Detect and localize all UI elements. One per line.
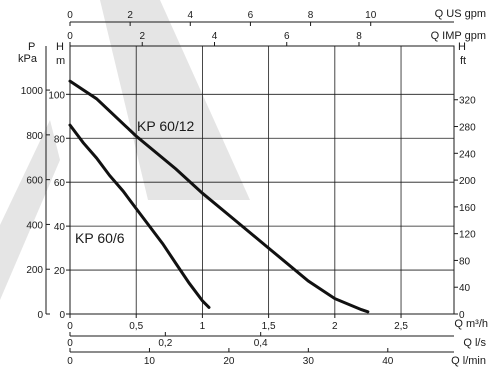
head-m-tick-label-4: 80 bbox=[54, 134, 66, 145]
us-gpm-tick-label-4: 8 bbox=[308, 10, 314, 21]
head-m-symbol: H bbox=[56, 41, 64, 53]
head-m-tick-label-2: 40 bbox=[54, 222, 66, 233]
ls-label: Q l/s bbox=[463, 337, 486, 349]
head-m-ticks: 0 20 40 60 80 100 bbox=[48, 90, 70, 321]
ls-ticks: 0 0,2 0,4 bbox=[67, 332, 268, 349]
series-line-kp-60-12 bbox=[68, 79, 370, 314]
head-ft-tick-label-6: 240 bbox=[459, 149, 476, 160]
imp-gpm-ticks: 0 2 4 6 8 bbox=[67, 31, 362, 46]
us-gpm-ticks: 0 2 4 6 8 10 bbox=[67, 10, 377, 26]
us-gpm-tick-label-3: 6 bbox=[248, 10, 254, 21]
ls-tick-label-1: 0,2 bbox=[158, 338, 172, 349]
us-gpm-tick-label-5: 10 bbox=[365, 10, 377, 21]
head-m-tick-label-5: 100 bbox=[48, 90, 65, 101]
head-m-tick-label-3: 60 bbox=[54, 178, 66, 189]
m3h-ticks: 0 0,5 1 1,5 2 2,5 bbox=[67, 314, 408, 332]
imp-gpm-label: Q IMP gpm bbox=[431, 30, 486, 42]
us-gpm-label: Q US gpm bbox=[435, 8, 486, 20]
ls-tick-label-0: 0 bbox=[67, 338, 73, 349]
pressure-unit: kPa bbox=[18, 53, 38, 65]
kpa-tick-label-2: 400 bbox=[26, 220, 43, 231]
lmin-tick-label-0: 0 bbox=[67, 356, 73, 367]
kpa-tick-label-1: 200 bbox=[26, 265, 43, 276]
head-m-tick-label-1: 20 bbox=[54, 266, 66, 277]
kpa-tick-label-0: 0 bbox=[37, 310, 43, 321]
m3h-tick-label-5: 2,5 bbox=[394, 321, 408, 332]
watermark bbox=[0, 0, 250, 300]
series-label-kp-60-12: KP 60/12 bbox=[137, 118, 195, 134]
imp-gpm-tick-label-2: 4 bbox=[212, 31, 218, 42]
head-ft-tick-label-3: 120 bbox=[459, 230, 476, 241]
m3h-tick-label-2: 1 bbox=[200, 321, 206, 332]
head-m-unit: m bbox=[56, 55, 65, 67]
imp-gpm-tick-label-1: 2 bbox=[139, 31, 145, 42]
lmin-tick-label-4: 40 bbox=[382, 356, 394, 367]
head-ft-tick-label-1: 40 bbox=[459, 283, 471, 294]
lmin-tick-label-2: 20 bbox=[223, 356, 235, 367]
m3h-label: Q m³/h bbox=[454, 318, 488, 330]
m3h-tick-label-3: 1,5 bbox=[262, 321, 276, 332]
series-label-kp-60-6: KP 60/6 bbox=[75, 230, 125, 246]
us-gpm-tick-label-1: 2 bbox=[127, 10, 133, 21]
lmin-label: Q l/min bbox=[451, 355, 486, 367]
kpa-tick-label-4: 800 bbox=[26, 131, 43, 142]
us-gpm-tick-label-2: 4 bbox=[188, 10, 194, 21]
kpa-ticks: 0 200 400 600 800 1000 bbox=[21, 86, 50, 321]
head-ft-tick-label-2: 80 bbox=[459, 256, 471, 267]
grid-horizontal bbox=[70, 93, 454, 271]
us-gpm-tick-label-0: 0 bbox=[67, 10, 73, 21]
kpa-tick-label-3: 600 bbox=[26, 176, 43, 187]
lmin-tick-label-3: 30 bbox=[303, 356, 315, 367]
lmin-tick-label-1: 10 bbox=[144, 356, 156, 367]
m3h-tick-label-0: 0 bbox=[67, 321, 73, 332]
imp-gpm-tick-label-4: 8 bbox=[356, 31, 362, 42]
imp-gpm-tick-label-3: 6 bbox=[284, 31, 290, 42]
m3h-tick-label-1: 0,5 bbox=[129, 321, 143, 332]
head-ft-symbol: H bbox=[458, 41, 466, 53]
pressure-symbol: P bbox=[28, 41, 35, 53]
watermark-stroke-top bbox=[100, 0, 250, 200]
head-ft-tick-label-0: 0 bbox=[459, 310, 465, 321]
lmin-ticks: 0 10 20 30 40 bbox=[67, 348, 394, 367]
head-ft-tick-label-8: 320 bbox=[459, 96, 476, 107]
kpa-tick-label-5: 1000 bbox=[21, 86, 44, 97]
m3h-tick-label-4: 2 bbox=[332, 321, 338, 332]
grid-vertical bbox=[135, 46, 402, 314]
head-m-tick-label-0: 0 bbox=[59, 310, 65, 321]
ls-tick-label-2: 0,4 bbox=[254, 338, 268, 349]
head-ft-tick-label-4: 160 bbox=[459, 203, 476, 214]
head-ft-tick-label-7: 280 bbox=[459, 123, 476, 134]
watermark-stroke-left bbox=[0, 120, 60, 300]
series-line-kp-60-6 bbox=[68, 123, 211, 309]
head-ft-ticks: 0 40 80 120 160 200 240 280 320 bbox=[454, 96, 476, 321]
head-ft-tick-label-5: 200 bbox=[459, 176, 476, 187]
imp-gpm-tick-label-0: 0 bbox=[67, 31, 73, 42]
head-ft-unit: ft bbox=[460, 55, 466, 67]
